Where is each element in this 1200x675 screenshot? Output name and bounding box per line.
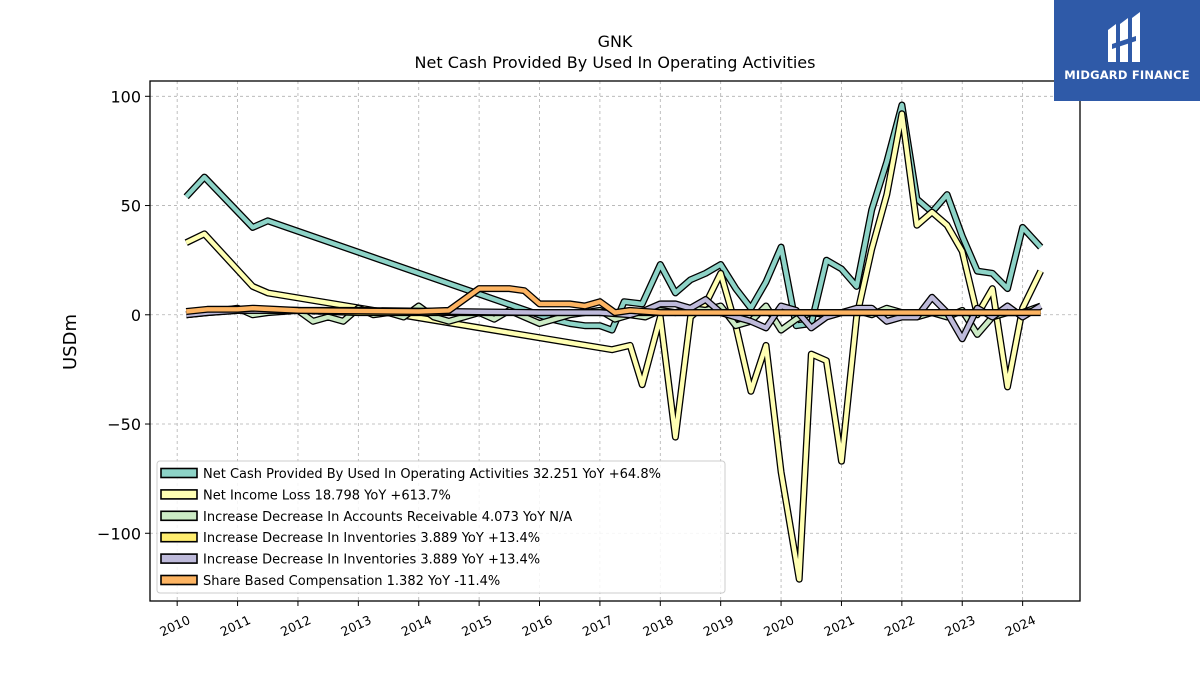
y-tick-label: 50 [121,197,141,216]
x-tick-label: 2019 [701,612,736,639]
y-tick-label: −100 [97,524,141,543]
legend-swatch [160,553,198,564]
legend-label: Net Cash Provided By Used In Operating A… [203,467,661,482]
series-layer [183,101,1044,583]
legend-label: Share Based Compensation 1.382 YoY -11.4… [203,574,500,589]
chart-subtitle: Net Cash Provided By Used In Operating A… [415,53,816,72]
x-tick-label: 2018 [640,612,675,639]
y-tick-label: −50 [107,415,141,434]
x-tick-label: 2015 [459,612,494,639]
brand-name: MIDGARD FINANCE [1064,68,1190,82]
legend-box [156,460,726,594]
midgard-logo-icon [1108,12,1140,62]
legend-swatch [160,531,198,543]
x-tick-label: 2016 [520,612,555,639]
plot-frame [149,80,1081,602]
legend-label: Increase Decrease In Inventories 3.889 Y… [203,531,540,546]
legend-label: Increase Decrease In Accounts Receivable… [203,510,572,525]
y-axis: −100 −50 0 50 100 [97,87,150,543]
legend-swatch [160,467,198,479]
y-tick-label: 100 [110,87,141,106]
x-tick-label: 2013 [338,612,373,639]
legend-swatch [160,510,198,522]
series-line [185,111,1043,582]
x-tick-label: 2010 [157,612,192,639]
legend-swatch [160,489,198,500]
series-line [185,286,1041,315]
brand-logo: MIDGARD FINANCE [1054,0,1200,101]
legend-label: Net Income Loss 18.798 YoY +613.7% [203,488,451,503]
x-tick-label: 2023 [942,612,977,639]
y-axis-label: USDm [60,314,81,370]
x-tick-label: 2022 [882,612,917,639]
x-tick-label: 2021 [822,612,857,639]
x-tick-label: 2014 [399,612,434,639]
series-line [184,102,1043,333]
x-tick-label: 2011 [218,612,253,639]
legend: Net Cash Provided By Used In Operating A… [156,460,726,594]
x-tick-label: 2020 [761,612,796,639]
chart-title: GNK [598,32,633,51]
x-tick-label: 2017 [580,612,615,639]
x-tick-label: 2024 [1003,612,1038,639]
legend-swatch [160,574,198,586]
y-tick-label: 0 [131,306,141,325]
x-axis: 2010 2011 2012 2013 2014 2015 2016 2017 2018 2019… [157,601,1038,639]
legend-label: Increase Decrease In Inventories 3.889 Y… [203,553,540,568]
x-tick-label: 2012 [278,612,313,639]
